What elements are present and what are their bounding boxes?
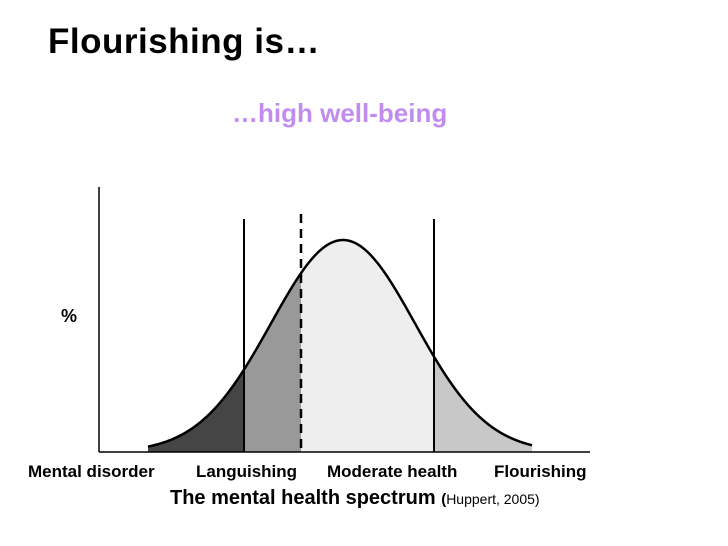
slide-subtitle: …high well-being bbox=[232, 98, 448, 128]
region-flourishing bbox=[434, 356, 532, 452]
caption-open-paren: ( bbox=[441, 491, 447, 508]
caption-main: The mental health spectrum bbox=[170, 487, 436, 509]
category-languishing: Languishing bbox=[196, 462, 298, 481]
distribution-curve bbox=[147, 238, 533, 448]
spectrum-caption: The mental health spectrum (Huppert, 200… bbox=[170, 487, 540, 510]
slide-title: Flourishing is… bbox=[48, 22, 320, 61]
region-mental-disorder bbox=[148, 369, 244, 452]
curve-regions bbox=[148, 240, 532, 452]
y-axis-label: % bbox=[61, 306, 78, 326]
category-mental-disorder: Mental disorder bbox=[28, 462, 155, 481]
region-moderate-health bbox=[301, 240, 434, 452]
category-moderate-health: Moderate health bbox=[327, 462, 458, 481]
caption-citation: Huppert, 2005) bbox=[446, 491, 540, 507]
category-flourishing: Flourishing bbox=[494, 462, 587, 481]
region-languishing bbox=[244, 273, 301, 452]
